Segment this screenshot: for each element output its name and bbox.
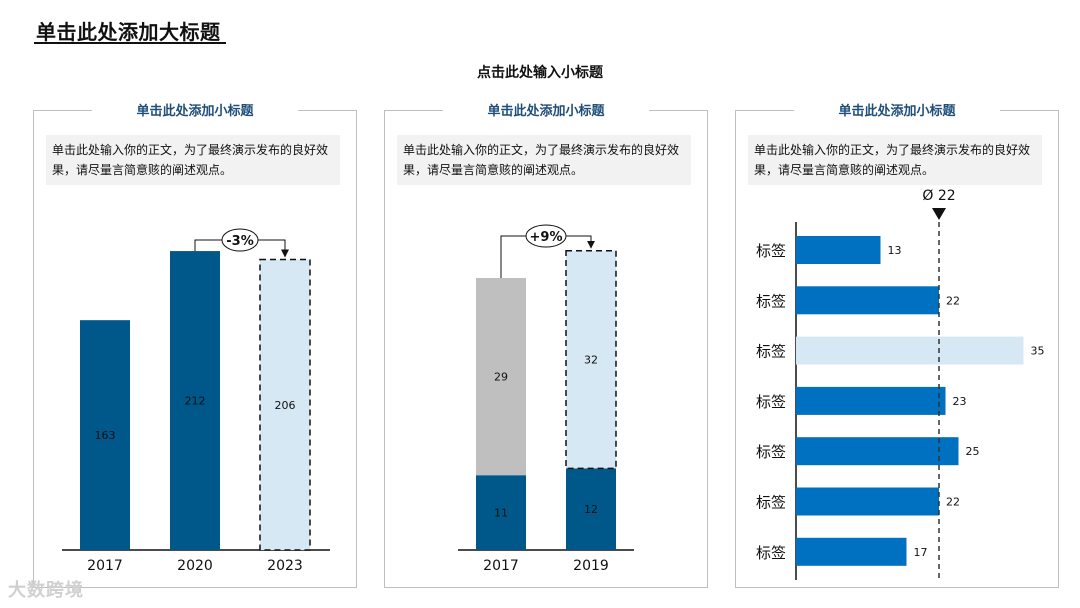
chart2-x-tick-2017: 2017 — [483, 558, 519, 574]
chart3-value-label-3: 23 — [953, 395, 967, 408]
chart1-bar-2017 — [80, 320, 130, 550]
chart2-bar-2017-segment-0 — [476, 475, 526, 550]
panel-2: 单击此处添加小标题 单击此处输入你的正文，为了最终演示发布的良好效果，请尽量言简… — [384, 104, 708, 588]
panel-2-title: 单击此处添加小标题 — [487, 104, 605, 119]
chart3-category-label-5: 标签 — [756, 494, 786, 512]
panel-3-text: 单击此处输入你的正文，为了最终演示发布的良好效果，请尽量言简意赅的阐述观点。 — [748, 135, 1042, 185]
panel-2-text: 单击此处输入你的正文，为了最终演示发布的良好效果，请尽量言简意赅的阐述观点。 — [397, 135, 691, 185]
panel-1: 单击此处添加小标题 单击此处输入你的正文，为了最终演示发布的良好效果，请尽量言简… — [33, 104, 357, 588]
chart2-value-label-2017-1: 29 — [494, 371, 508, 384]
chart3-average-marker — [932, 208, 946, 220]
chart1-x-tick-2017: 2017 — [87, 558, 123, 574]
chart1-value-label-2017: 163 — [95, 429, 116, 442]
title-underline — [34, 42, 226, 44]
chart3-value-label-0: 13 — [888, 244, 902, 257]
chart3-category-label-6: 标签 — [756, 544, 786, 562]
chart1-bar-2023 — [259, 258, 311, 551]
chart3-bar-3 — [796, 386, 946, 415]
chart1-x-tick-2020: 2020 — [177, 558, 213, 574]
chart3-average-label: Ø 22 — [922, 188, 955, 204]
chart2-x-tick-2019: 2019 — [573, 558, 609, 574]
chart1-x-tick-2023: 2023 — [267, 558, 303, 574]
chart3-value-label-4: 25 — [966, 445, 980, 458]
chart1-bar-2020 — [170, 251, 220, 550]
chart3-bar-6 — [796, 537, 907, 566]
main-title: 单击此处添加大标题 — [36, 20, 221, 44]
chart3-category-label-0: 标签 — [756, 242, 786, 260]
chart3-value-label-2: 35 — [1031, 345, 1045, 358]
chart1-change-label: -3% — [226, 234, 253, 249]
chart1-change-badge — [221, 228, 259, 252]
page-subtitle: 点击此处输入小标题 — [477, 65, 603, 81]
chart3-value-label-6: 17 — [914, 546, 928, 559]
chart3-bar-5 — [796, 487, 939, 516]
chart2-bar-2019-segment-1 — [566, 250, 616, 469]
chart2-forecast-outline-2019 — [565, 250, 617, 470]
chart3-value-label-1: 22 — [946, 294, 960, 307]
panel-3: 单击此处添加小标题 单击此处输入你的正文，为了最终演示发布的良好效果，请尽量言简… — [735, 104, 1059, 588]
panel-1-text: 单击此处输入你的正文，为了最终演示发布的良好效果，请尽量言简意赅的阐述观点。 — [46, 135, 340, 185]
chart3-bar-0 — [796, 236, 881, 264]
chart3-bar-1 — [796, 286, 939, 315]
chart2-change-badge — [525, 224, 567, 248]
chart1-value-label-2020: 212 — [185, 395, 206, 408]
chart2-value-label-2019-0: 12 — [584, 503, 598, 516]
chart3-category-label-2: 标签 — [756, 343, 786, 361]
chart3-bar-2 — [796, 336, 1024, 365]
chart3-bar-4 — [796, 437, 959, 466]
chart3-category-label-1: 标签 — [756, 292, 786, 310]
chart2-bar-2019-segment-0 — [566, 468, 616, 550]
chart2-value-label-2017-0: 11 — [494, 507, 508, 520]
panel-3-title: 单击此处添加小标题 — [838, 104, 956, 119]
chart2-change-label: +9% — [530, 230, 563, 245]
panel-1-title: 单击此处添加小标题 — [136, 104, 254, 119]
chart3-value-label-5: 22 — [946, 496, 960, 509]
chart1-value-label-2023: 206 — [275, 399, 296, 412]
watermark: 大数跨境 — [8, 580, 84, 601]
chart3-category-label-3: 标签 — [756, 393, 786, 411]
chart2-bar-2017-segment-1 — [476, 278, 526, 476]
chart3-category-label-4: 标签 — [756, 443, 786, 461]
chart2-value-label-2019-1: 32 — [584, 354, 598, 367]
